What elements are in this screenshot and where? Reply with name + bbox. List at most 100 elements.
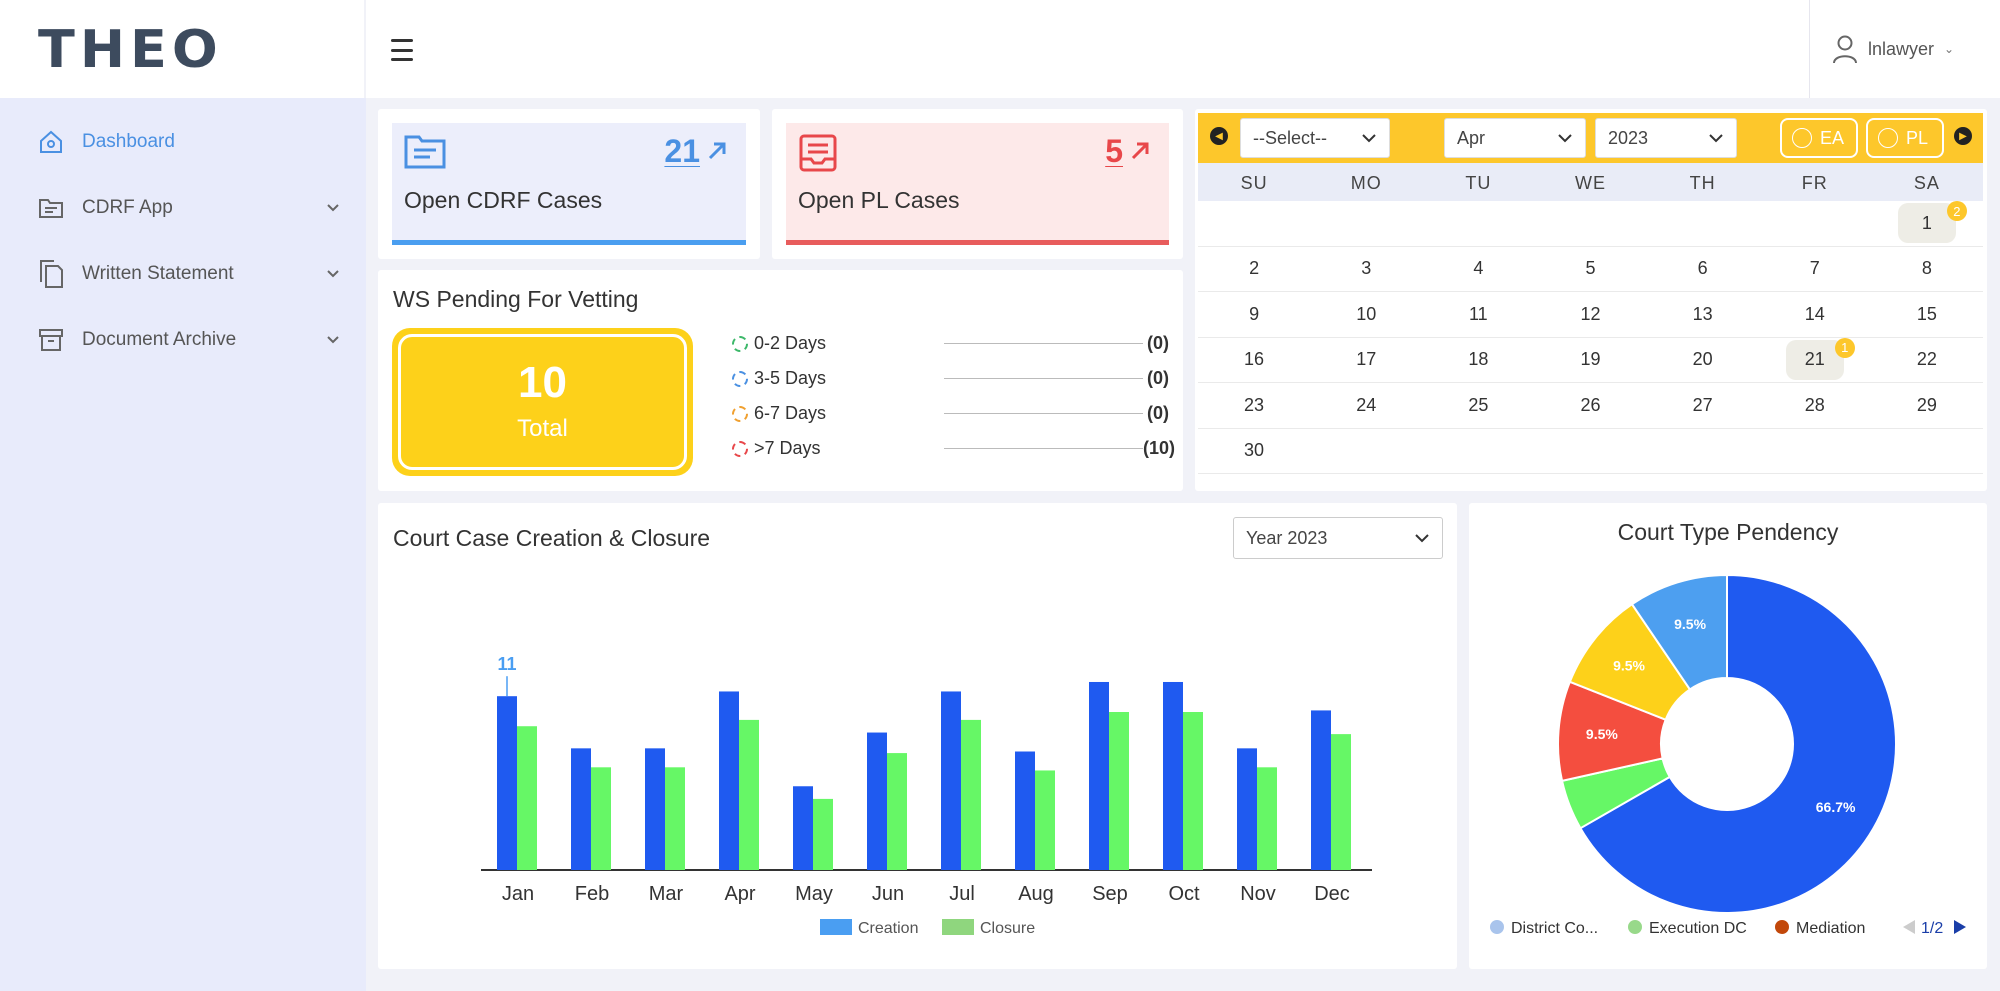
calendar-day[interactable]: 22 (1871, 338, 1983, 383)
ws-row[interactable]: 6-7 Days (0) (732, 396, 1169, 431)
x-tick-label: Feb (575, 883, 609, 905)
calendar-day (1198, 201, 1310, 246)
ws-row[interactable]: 3-5 Days (0) (732, 361, 1169, 396)
weekday-label: FR (1801, 173, 1828, 193)
bar-chart: Jan Feb Mar Apr May Jun Jul Aug Sep Oct Nov Dec 11 Cr… (481, 654, 1372, 937)
calendar-day[interactable]: 28 (1759, 383, 1871, 428)
folder-icon (38, 195, 64, 221)
sidebar-item-dashboard[interactable]: Dashboard (0, 109, 366, 175)
calendar-day[interactable]: 3 (1310, 247, 1422, 292)
year-select[interactable]: 2023 (1595, 118, 1737, 158)
prev-month-icon[interactable]: ◀ (1210, 127, 1228, 145)
calendar-day[interactable]: 29 (1871, 383, 1983, 428)
radio-icon (1878, 128, 1898, 148)
bar-closure (1183, 712, 1203, 870)
ws-total-label: Total (517, 415, 568, 442)
calendar-day[interactable]: 20 (1647, 338, 1759, 383)
calendar-day[interactable]: 18 (1422, 338, 1534, 383)
bar-closure (1035, 770, 1055, 870)
radio-icon (1792, 128, 1812, 148)
x-tick-label: Jul (949, 883, 975, 905)
cdrf-count[interactable]: 21 (664, 133, 700, 169)
calendar-day[interactable]: 15 (1871, 292, 1983, 337)
calendar-day[interactable]: 13 (1647, 292, 1759, 337)
chart-year-select[interactable]: Year 2023 (1233, 517, 1443, 559)
external-link-icon[interactable] (1129, 133, 1151, 170)
pager-next-icon[interactable] (1954, 920, 1966, 934)
ws-row-value: (0) (1147, 403, 1169, 423)
calendar-type-select[interactable]: --Select-- (1240, 118, 1390, 158)
calendar-day[interactable]: 2 (1198, 247, 1310, 292)
bar-creation (1311, 710, 1331, 870)
pie-chart: 66.7% 9.5% 9.5% 9.5% District Co... Execution… (1490, 573, 1966, 937)
calendar-day[interactable]: 4 (1422, 247, 1534, 292)
select-value: 2023 (1608, 127, 1649, 148)
open-cdrf-card[interactable]: 21 Open CDRF Cases (378, 109, 760, 259)
chevron-down-icon (326, 266, 366, 282)
user-menu[interactable]: lnlawyer ⌄ (1809, 0, 2000, 98)
day-number: 27 (1692, 394, 1713, 415)
sidebar-item-cdrf-app[interactable]: CDRF App (0, 175, 366, 241)
sidebar-item-label: Document Archive (82, 329, 237, 350)
ws-row-label: >7 Days (754, 438, 821, 458)
calendar-day[interactable]: 7 (1759, 247, 1871, 292)
day-number: 19 (1580, 349, 1601, 370)
calendar-day[interactable]: 21 1 (1759, 337, 1871, 383)
ws-row[interactable]: 0-2 Days (0) (732, 326, 1169, 361)
pie-slice (1630, 573, 1728, 691)
month-select[interactable]: Apr (1444, 118, 1586, 158)
chevron-down-icon (1708, 128, 1724, 153)
chevron-down-icon (326, 200, 366, 216)
calendar-day (1422, 429, 1534, 474)
x-tick-label: Jan (502, 883, 534, 905)
bar-creation (1089, 681, 1109, 870)
legend-label: Execution DC (1649, 920, 1747, 937)
archive-box-icon (38, 327, 64, 353)
menu-toggle-icon[interactable] (391, 37, 421, 61)
sidebar-item-written-statement[interactable]: Written Statement (0, 241, 366, 307)
calendar-day[interactable]: 24 (1310, 383, 1422, 428)
calendar-day[interactable]: 30 (1198, 429, 1310, 474)
calendar-day[interactable]: 6 (1647, 247, 1759, 292)
day-number: 23 (1244, 394, 1265, 415)
calendar-day[interactable]: 17 (1310, 338, 1422, 383)
ring-icon (732, 440, 748, 457)
ws-total-box[interactable]: 10 Total (392, 328, 693, 476)
calendar-day[interactable]: 16 (1198, 338, 1310, 383)
ws-row[interactable]: >7 Days (10) (732, 431, 1175, 466)
ea-filter-toggle[interactable]: EA (1780, 118, 1858, 158)
calendar-day[interactable]: 14 (1759, 292, 1871, 337)
pager-prev-icon[interactable] (1903, 920, 1915, 934)
pl-filter-toggle[interactable]: PL (1866, 118, 1944, 158)
calendar-day[interactable]: 10 (1310, 292, 1422, 337)
calendar-day[interactable]: 8 (1871, 247, 1983, 292)
calendar-day[interactable]: 19 (1534, 338, 1646, 383)
calendar-day[interactable]: 23 (1198, 383, 1310, 428)
pl-count[interactable]: 5 (1105, 133, 1123, 169)
day-number: 7 (1809, 258, 1820, 279)
calendar-day[interactable]: 9 (1198, 292, 1310, 337)
calendar-day[interactable]: 26 (1534, 383, 1646, 428)
calendar-day[interactable]: 11 (1422, 292, 1534, 337)
calendar-day[interactable]: 27 (1647, 383, 1759, 428)
bar-closure (887, 753, 907, 870)
day-number: 5 (1585, 258, 1596, 279)
legend-label: Creation (858, 920, 918, 937)
weekday-label: SU (1240, 173, 1268, 193)
calendar-day[interactable]: 5 (1534, 247, 1646, 292)
next-month-icon[interactable]: ▶ (1954, 127, 1972, 145)
day-number: 26 (1580, 394, 1601, 415)
day-number: 6 (1697, 258, 1708, 279)
calendar-day (1647, 201, 1759, 246)
pl-title: Open PL Cases (798, 187, 960, 213)
legend-marker (1490, 920, 1504, 934)
weekday-label: MO (1350, 173, 1382, 193)
calendar-day[interactable]: 25 (1422, 383, 1534, 428)
open-pl-card[interactable]: 5 Open PL Cases (772, 109, 1183, 259)
sidebar-item-document-archive[interactable]: Document Archive (0, 307, 366, 373)
calendar-day[interactable]: 12 (1534, 292, 1646, 337)
external-link-icon[interactable] (706, 133, 728, 170)
weekday-label: TU (1465, 173, 1492, 193)
logo-area: THEO (0, 0, 364, 98)
